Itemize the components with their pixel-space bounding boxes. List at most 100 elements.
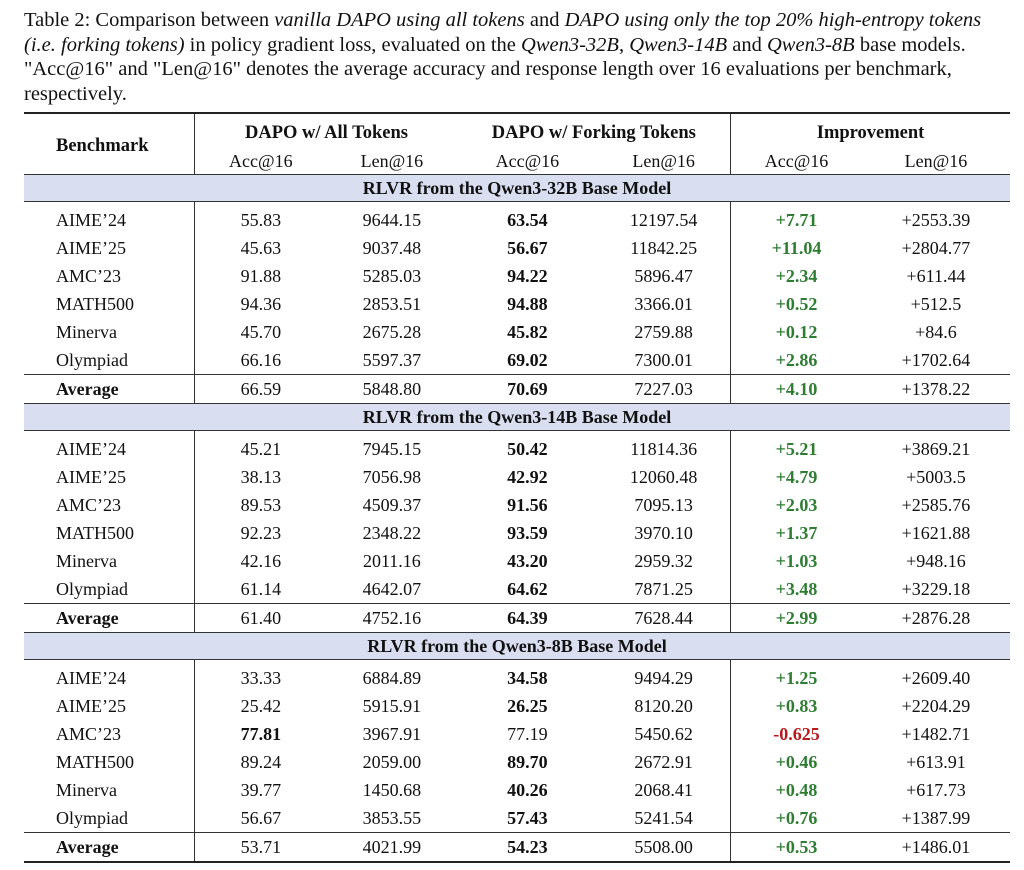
all-tokens-len-cell: 2853.51 [362,293,422,314]
spacer-row [24,201,1010,206]
improvement-len-cell: +2804.77 [901,237,971,258]
forking-tokens-len-cell: 2959.32 [597,547,732,575]
table-row: Minerva 45.70 2675.28 45.82 2759.88 +0.12 +84.… [24,318,1010,346]
benchmark-name-cell: AMC’23 [24,720,196,748]
improvement-acc-cell: +11.04 [771,237,822,258]
table-row: Olympiad 61.14 4642.07 64.62 7871.25 +3.48 +32… [24,575,1010,604]
improvement-acc-cell: +0.53 [730,832,862,863]
improvement-len-cell: +2553.39 [901,209,971,230]
improvement-len-cell: +5003.5 [906,466,966,487]
improvement-len-cell: +613.91 [906,751,966,772]
improvement-acc-cell: +0.52 [775,293,818,314]
improvement-len-cell: +3229.18 [901,578,971,599]
forking-tokens-acc-cell: 43.20 [507,550,548,571]
all-tokens-acc-cell: 61.14 [240,578,282,599]
improvement-len-cell: +611.44 [906,265,966,286]
all-tokens-acc-cell: 56.67 [240,807,282,828]
all-tokens-acc-cell: 61.40 [194,603,327,633]
forking-tokens-acc-cell: 94.88 [507,293,548,314]
improvement-acc-cell: +2.03 [775,494,818,515]
forking-tokens-len-cell: 5450.62 [597,720,732,748]
all-tokens-acc-cell: 89.24 [240,751,282,772]
table-row: Olympiad 56.67 3853.55 57.43 5241.54 +0.76 +13… [24,804,1010,833]
benchmark-name-cell: AMC’23 [24,262,196,290]
forking-tokens-acc-cell: 64.62 [507,578,548,599]
caption-italic: Qwen3-32B [521,33,619,56]
all-tokens-len-cell: 5597.37 [362,349,422,370]
forking-tokens-acc-cell: 94.22 [507,265,548,286]
forking-tokens-acc-cell: 57.43 [507,807,548,828]
header-group-all-tokens: DAPO w/ All Tokens [194,112,458,148]
forking-tokens-acc-cell: 93.59 [507,522,548,543]
all-tokens-len-cell: 2059.00 [362,751,422,772]
all-tokens-len-cell: 3967.91 [362,723,422,744]
improvement-acc-cell: +0.76 [775,807,818,828]
forking-tokens-len-cell: 2068.41 [597,776,732,804]
forking-tokens-len-cell: 5896.47 [597,262,732,290]
caption-text: and [524,9,565,31]
improvement-acc-cell: +2.86 [775,349,818,370]
improvement-len-cell: +1387.99 [901,807,971,828]
caption-italic: vanilla DAPO using all tokens [274,9,525,31]
spacer-row [24,659,1010,664]
improvement-len-cell: +512.5 [910,293,962,314]
table-body: RLVR from the Qwen3-32B Base Model AIME’2… [24,174,1010,863]
improvement-len-cell: +2585.76 [901,494,971,515]
benchmark-name-cell: Minerva [24,776,196,804]
header-len: Len@16 [904,150,968,171]
all-tokens-acc-cell: 38.13 [240,466,282,487]
section-title: RLVR from the Qwen3-14B Base Model [24,403,1010,431]
improvement-acc-cell: +2.34 [775,265,818,286]
benchmark-name-cell: AIME’25 [24,692,196,720]
all-tokens-acc-cell: 53.71 [194,832,327,863]
forking-tokens-len-cell: 11814.36 [597,435,732,463]
table-row: MATH500 89.24 2059.00 89.70 2672.91 +0.46 +613… [24,748,1010,776]
forking-tokens-acc-cell: 63.54 [507,209,548,230]
benchmark-name-cell: Olympiad [24,575,196,604]
spacer-cell [24,430,196,435]
benchmark-name-cell: Average [24,832,196,863]
forking-tokens-acc-cell: 77.19 [507,723,548,744]
average-row: Average 53.71 4021.99 54.23 5508.00 +0.53 +148… [24,832,1010,863]
section-header-row: RLVR from the Qwen3-14B Base Model [24,403,1010,431]
all-tokens-acc-cell: 45.21 [240,438,282,459]
forking-tokens-acc-cell: 42.92 [507,466,548,487]
all-tokens-len-cell: 2011.16 [362,550,421,571]
all-tokens-len-cell: 5848.80 [326,374,458,404]
caption-text: base models. "Acc@16" and "Len@16" denot… [24,33,966,105]
forking-tokens-len-cell: 7871.25 [597,575,732,604]
spacer-cell [597,659,732,664]
forking-tokens-len-cell: 5241.54 [597,804,732,833]
caption-italic: Qwen3-14B [629,33,728,56]
forking-tokens-acc-cell: 50.42 [507,438,548,459]
comparison-table: Benchmark DAPO w/ All Tokens DAPO w/ For… [24,112,1010,863]
forking-tokens-len-cell: 12197.54 [597,206,732,234]
table-row: AIME’25 25.42 5915.91 26.25 8120.20 +0.83 +220… [24,692,1010,720]
table-row: AMC’23 77.81 3967.91 77.19 5450.62 -0.625 +148… [24,720,1010,748]
all-tokens-len-cell: 4021.99 [326,832,458,863]
all-tokens-acc-cell: 45.63 [240,237,282,258]
improvement-acc-cell: +0.12 [775,321,818,342]
table-row: Olympiad 66.16 5597.37 69.02 7300.01 +2.86 +17… [24,346,1010,375]
improvement-acc-cell: +3.48 [775,578,818,599]
improvement-len-cell: +1702.64 [901,349,971,370]
all-tokens-acc-cell: 89.53 [240,494,282,515]
improvement-acc-cell: +1.37 [775,522,818,543]
section-header-row: RLVR from the Qwen3-8B Base Model [24,632,1010,660]
improvement-len-cell: +84.6 [915,321,957,342]
improvement-acc-cell: +4.79 [775,466,818,487]
benchmark-name-cell: AIME’25 [24,463,196,491]
table-row: AIME’24 33.33 6884.89 34.58 9494.29 +1.25 +260… [24,664,1010,692]
all-tokens-acc-cell: 66.16 [240,349,282,370]
improvement-acc-cell: +0.83 [775,695,818,716]
improvement-len-cell: +2609.40 [901,667,971,688]
forking-tokens-len-cell: 9494.29 [597,664,732,692]
improvement-acc-cell: +1.03 [775,550,818,571]
improvement-acc-cell: -0.625 [773,723,820,744]
forking-tokens-len-cell: 5508.00 [597,832,732,863]
all-tokens-acc-cell: 45.70 [240,321,282,342]
all-tokens-len-cell: 7056.98 [362,466,422,487]
benchmark-name-cell: Olympiad [24,804,196,833]
all-tokens-acc-cell: 55.83 [240,209,282,230]
forking-tokens-len-cell: 2672.91 [597,748,732,776]
